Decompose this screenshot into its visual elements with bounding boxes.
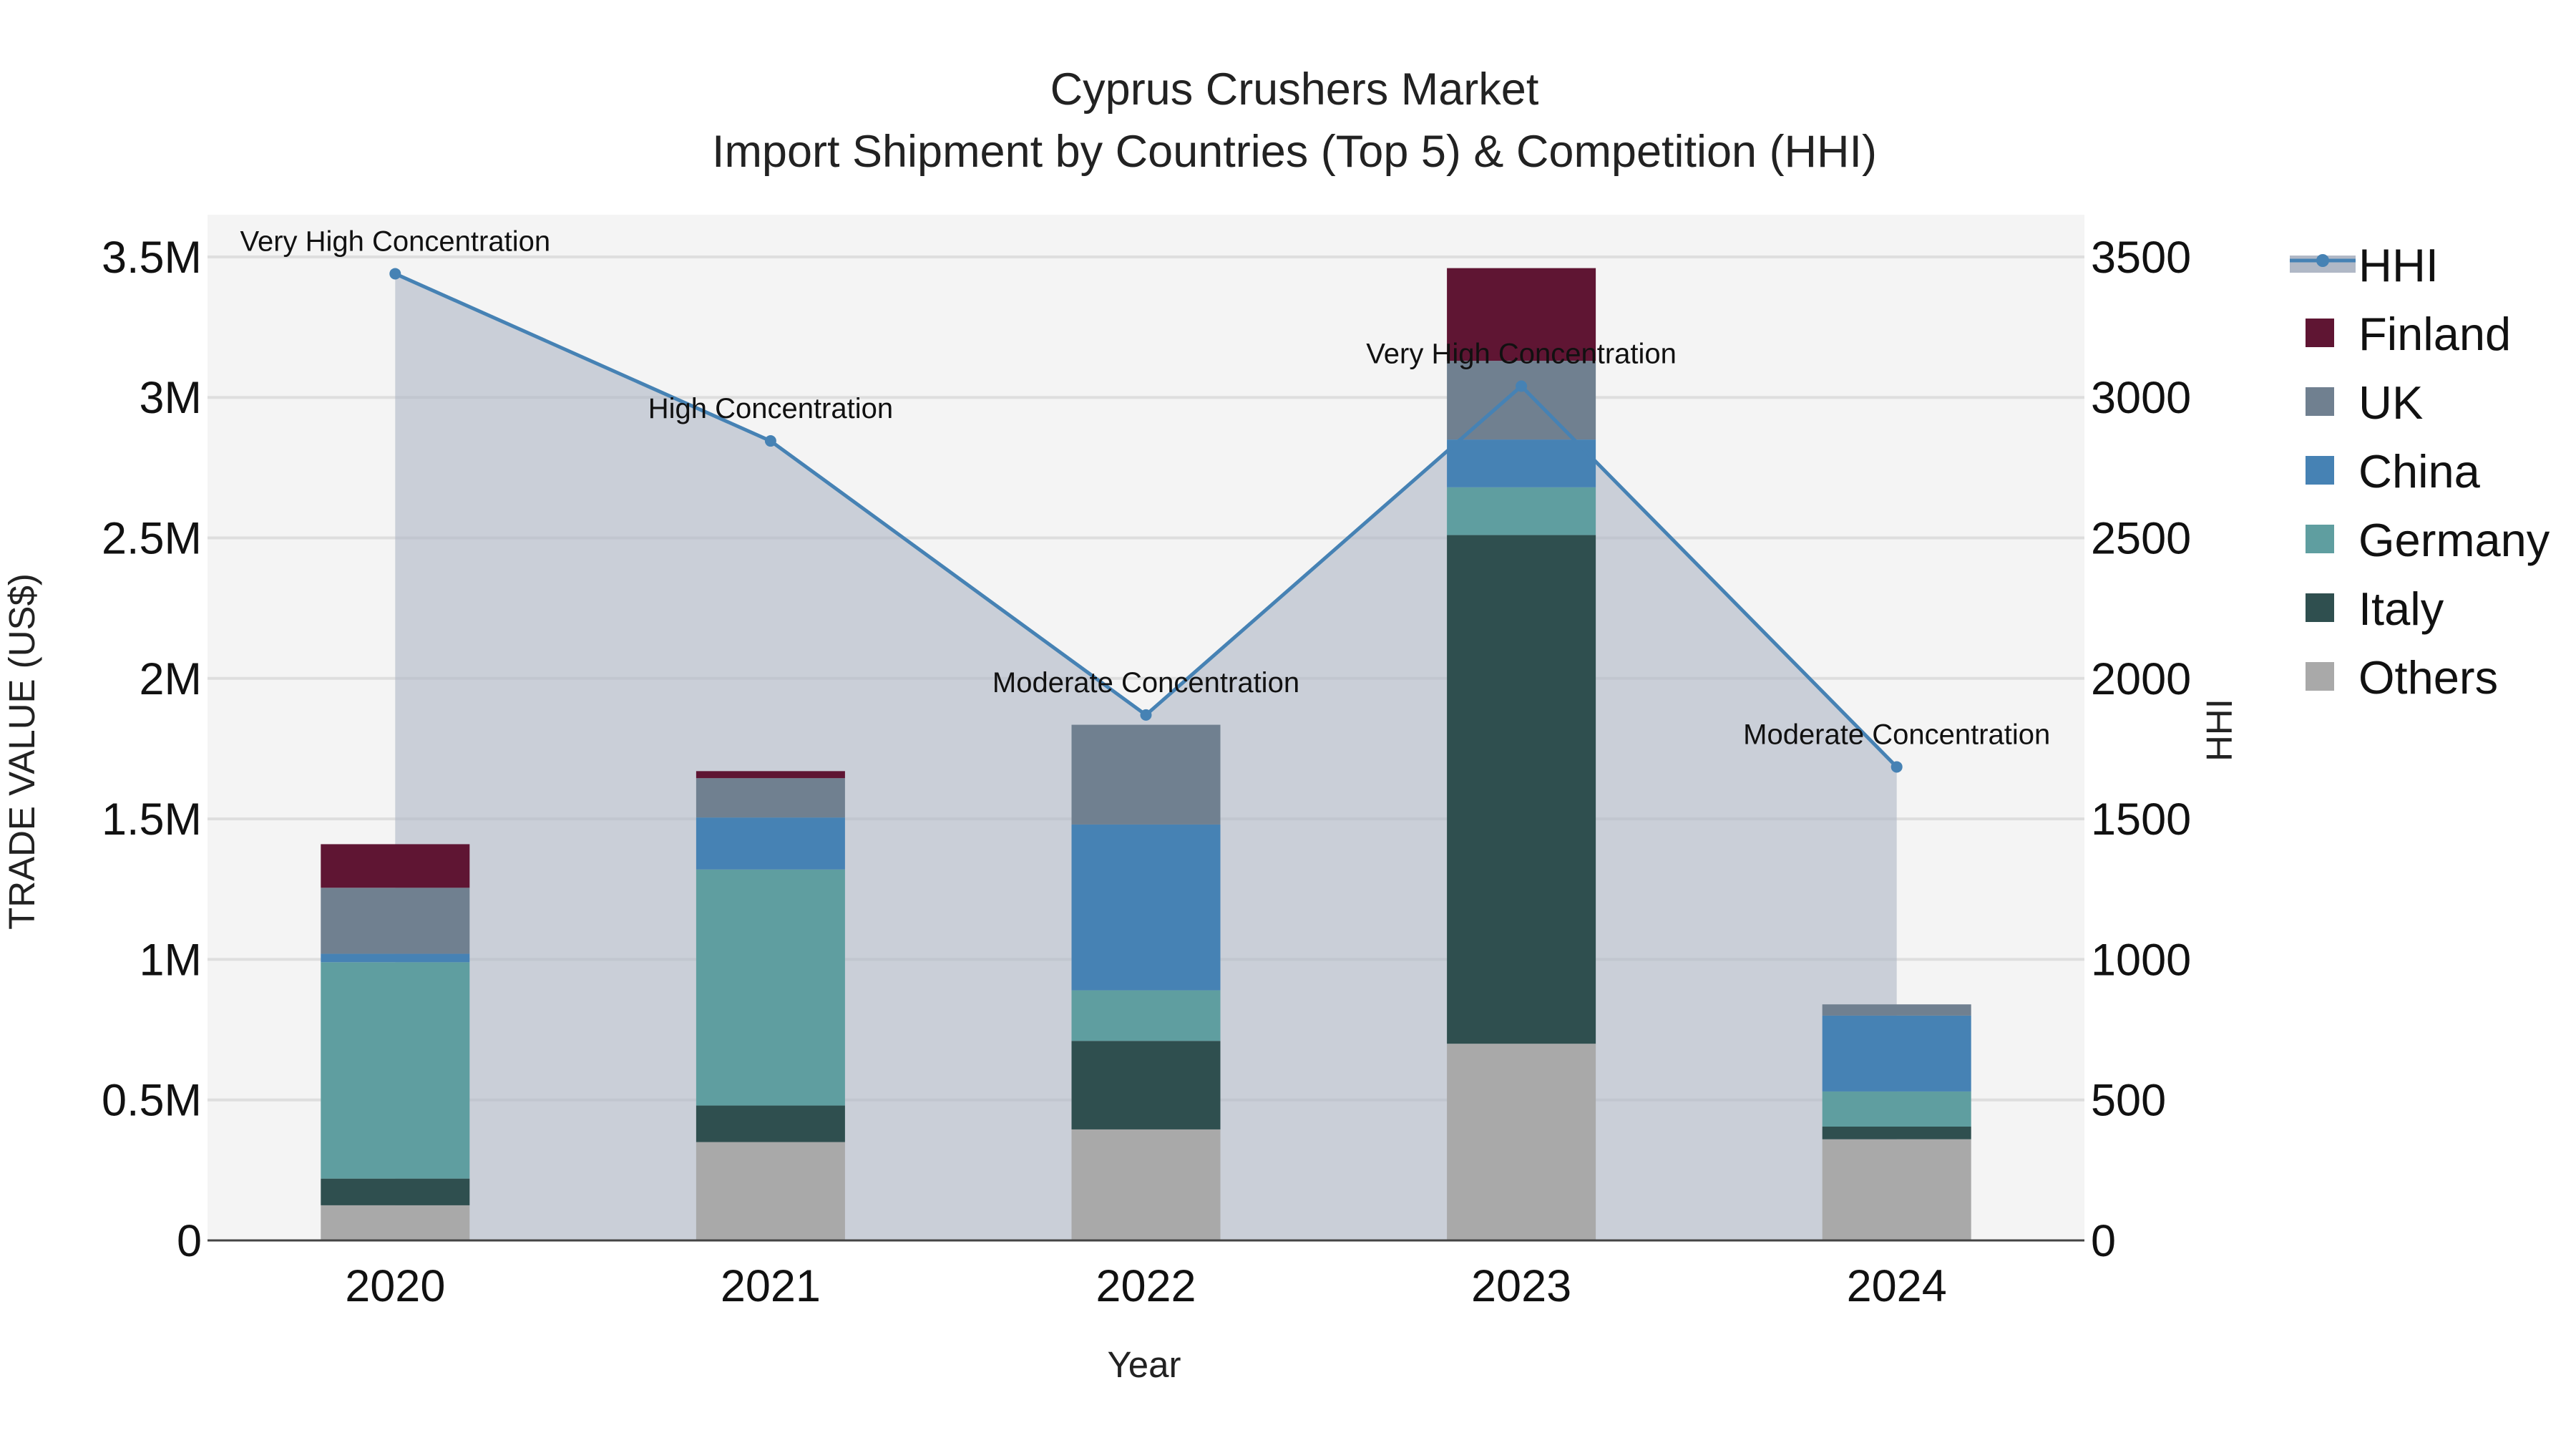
bar-others-2023 [1447,1044,1596,1240]
chart-title-line1: Cyprus Crushers Market [1050,64,1539,115]
chart-title-line2: Import Shipment by Countries (Top 5) & C… [712,127,1877,177]
legend-label-uk[interactable]: UK [2358,376,2423,429]
hhi-annotation-2024: Moderate Concentration [1743,719,2050,750]
hhi-annotation-2021: High Concentration [648,393,893,424]
bar-china-2024 [1823,1016,1971,1092]
bar-uk-2022 [1072,725,1221,825]
y-tick-label: 1.5M [102,794,202,845]
bar-germany-2022 [1072,991,1221,1041]
bar-china-2020 [321,954,469,963]
y-tick-label: 0.5M [102,1076,202,1126]
legend-hhi-marker [2316,254,2329,267]
hhi-annotation-2020: Very High Concentration [240,225,551,257]
chart-svg: Very High Concentration High Concentratio… [0,0,2576,1449]
bar-others-2022 [1072,1129,1221,1240]
legend-swatch-uk [2306,387,2334,416]
legend-swatch-finland [2306,319,2334,347]
bar-others-2024 [1823,1139,1971,1240]
legend-label-finland[interactable]: Finland [2358,308,2511,360]
x-tick-label: 2022 [1096,1261,1196,1311]
hhi-point-2022 [1141,709,1152,721]
y-tick-label: 2.5M [102,513,202,563]
legend-label-germany[interactable]: Germany [2358,514,2550,566]
y2-tick-label: 3500 [2091,233,2191,283]
bar-uk-2023 [1447,361,1596,439]
bar-italy-2023 [1447,535,1596,1044]
y-tick-label: 2M [139,654,202,704]
y-axis-title: TRADE VALUE (US$) [1,573,42,930]
y-tick-label: 3M [139,373,202,423]
x-tick-label: 2021 [721,1261,821,1311]
y-tick-label: 1M [139,935,202,985]
y2-tick-label: 1000 [2091,935,2191,985]
legend-swatch-italy [2306,593,2334,622]
y2-tick-label: 3000 [2091,373,2191,423]
legend-swatch-china [2306,456,2334,485]
x-tick-label: 2020 [345,1261,445,1311]
hhi-point-2021 [765,435,776,447]
bar-germany-2024 [1823,1092,1971,1127]
bar-finland-2021 [696,771,845,778]
bar-italy-2024 [1823,1127,1971,1139]
y2-tick-label: 500 [2091,1076,2166,1126]
legend-label-others[interactable]: Others [2358,651,2498,704]
bar-italy-2021 [696,1106,845,1142]
bar-italy-2022 [1072,1041,1221,1129]
y-tick-label: 3.5M [102,233,202,283]
y-tick-label: 0 [177,1216,202,1266]
bar-uk-2020 [321,888,469,953]
bar-uk-2021 [696,778,845,817]
bar-germany-2020 [321,962,469,1178]
legend-label-china[interactable]: China [2358,445,2481,497]
y2-tick-label: 2000 [2091,654,2191,704]
bar-finland-2020 [321,844,469,888]
bar-china-2022 [1072,825,1221,991]
legend-label-hhi[interactable]: HHI [2358,239,2439,291]
hhi-annotation-2022: Moderate Concentration [992,667,1299,699]
chart-container: Very High Concentration High Concentratio… [0,0,2576,1449]
y2-tick-label: 2500 [2091,513,2191,563]
hhi-point-2023 [1516,380,1527,392]
bar-china-2023 [1447,439,1596,487]
bar-germany-2021 [696,870,845,1106]
bar-uk-2024 [1823,1004,1971,1016]
bar-italy-2020 [321,1179,469,1205]
bar-others-2020 [321,1205,469,1240]
hhi-point-2024 [1891,761,1903,772]
x-axis-title: Year [1107,1344,1181,1385]
legend-swatch-others [2306,662,2334,691]
bar-germany-2023 [1447,487,1596,535]
bar-others-2021 [696,1142,845,1240]
x-tick-label: 2024 [1847,1261,1947,1311]
hhi-point-2020 [389,268,401,279]
hhi-annotation-2023: Very High Concentration [1366,338,1677,369]
y2-axis-title: HHI [2199,699,2240,762]
legend-label-italy[interactable]: Italy [2358,583,2444,635]
y2-tick-label: 1500 [2091,794,2191,845]
y2-tick-label: 0 [2091,1216,2116,1266]
legend-swatch-germany [2306,525,2334,553]
bar-china-2021 [696,817,845,870]
x-tick-label: 2023 [1471,1261,1571,1311]
